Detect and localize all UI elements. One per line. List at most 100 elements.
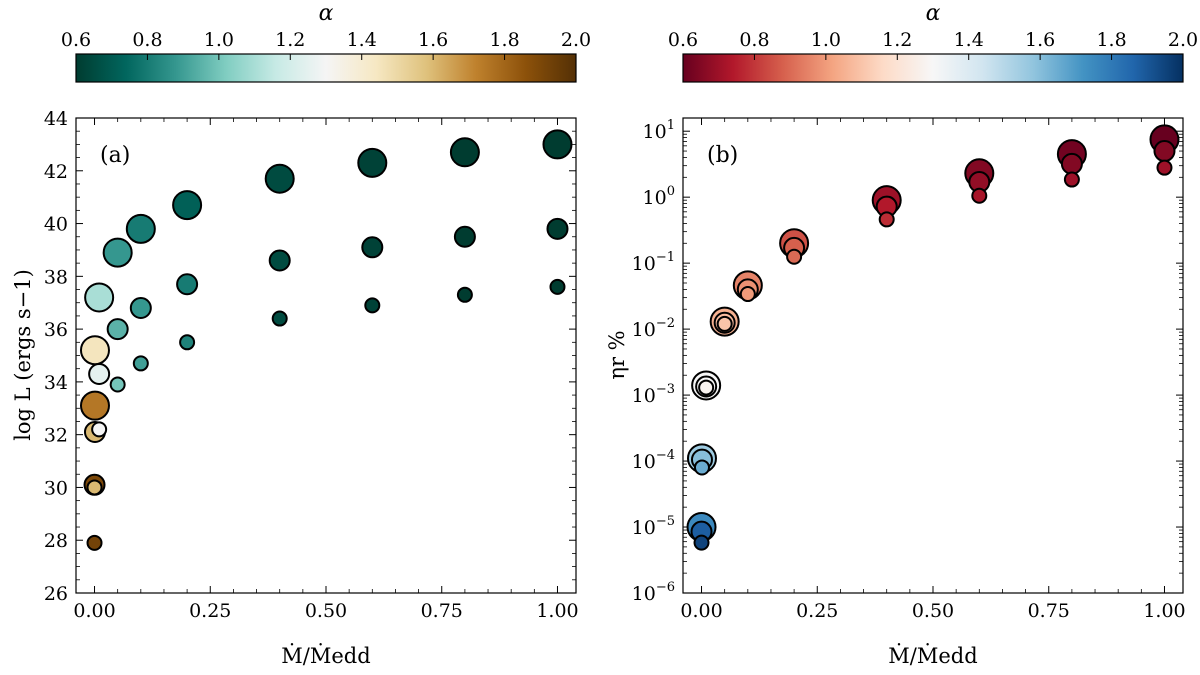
panel-b-y-tick-label: 10−5	[632, 514, 675, 539]
panel-a-x-tick-label: 1.00	[536, 600, 578, 622]
panel-b-points	[686, 124, 1180, 551]
colorbar-b-tick-label: 0.8	[739, 29, 769, 51]
panel-b-x-tick-label: 0.25	[796, 600, 838, 622]
panel-b-data-point	[739, 286, 756, 303]
panel-a-data-point	[109, 376, 126, 393]
panel-a-data-point	[549, 278, 566, 295]
panel-a-data-point	[546, 217, 569, 240]
panel-b-y-tick-label: 10−6	[632, 580, 675, 605]
panel-a-data-point	[453, 225, 476, 248]
panel-b-x-tick-label: 1.00	[1143, 600, 1185, 622]
panel-a-data-point	[542, 129, 573, 160]
panel-a-y-tick-label: 26	[44, 583, 68, 605]
colorbar-a: α 0.6 0.8 1.0 1.2 1.4 1.6 1.8 2.0	[61, 1, 591, 83]
panel-a-y-tick-label: 40	[44, 214, 68, 236]
panel-b-label: (b)	[707, 143, 738, 168]
panel-a-label: (a)	[100, 143, 130, 168]
panel-a-data-point	[172, 190, 203, 221]
panel-a-data-point	[129, 297, 152, 319]
panel-b-data-point	[1156, 159, 1173, 176]
colorbar-b-ticks: 0.6 0.8 1.0 1.2 1.4 1.6 1.8 2.0	[668, 29, 1198, 60]
panel-b-x-tick-label: 0.75	[1028, 600, 1070, 622]
panel-a-y-tick-label: 42	[44, 161, 68, 183]
panel-a-data-point	[86, 534, 103, 551]
colorbar-b-tick-label: 1.4	[954, 29, 984, 51]
colorbar-b-tick-label: 1.2	[882, 29, 912, 51]
panel-b-x-ticks: 0.00 0.25 0.50 0.75 1.00	[680, 118, 1186, 622]
colorbar-b-tick-label: 2.0	[1168, 29, 1198, 51]
colorbar-a-title: α	[319, 1, 334, 26]
panel-b-data-point	[1153, 140, 1176, 163]
panel-b-data-point	[693, 534, 710, 551]
panel-b-data-point	[693, 459, 710, 476]
panel-a-y-tick-label: 32	[44, 425, 68, 447]
panel-a-y-tick-label: 34	[44, 372, 68, 394]
panel-a-x-tick-label: 0.00	[73, 600, 115, 622]
panel-a-data-point	[84, 282, 115, 313]
colorbar-b-tick-label: 1.6	[1025, 29, 1055, 51]
colorbar-b-tick-label: 0.6	[668, 29, 698, 51]
panel-b-y-tick-label: 10−3	[632, 382, 675, 407]
panel-a-y-tick-label: 44	[44, 108, 68, 130]
panel-b-data-point	[698, 379, 715, 396]
panel-a-data-point	[179, 334, 196, 351]
colorbar-a-tick-label: 2.0	[561, 29, 591, 51]
panel-b-y-tick-label: 10−4	[632, 448, 675, 473]
panel-a-data-point	[91, 421, 108, 438]
panel-a-data-point	[271, 310, 288, 327]
panel-a-points	[79, 129, 573, 551]
panel-b-data-point	[1060, 152, 1083, 175]
panel-a-x-tick-label: 0.25	[189, 600, 231, 622]
panel-b-x-tick-label: 0.00	[680, 600, 722, 622]
panel-a-y-ticks: 26 28 30 32 34 36 38 40 42 44	[44, 108, 576, 605]
panel-a-data-point	[456, 286, 473, 303]
panel-a-x-ticks: 0.00 0.25 0.50 0.75 1.00	[73, 118, 579, 622]
panel-a-y-axis-label: log L (ergs s−1)	[11, 269, 35, 441]
colorbar-b-bar	[682, 53, 1184, 83]
panel-a-data-point	[86, 479, 103, 496]
panel-a-data-point	[79, 390, 110, 421]
panel-a-data-point	[176, 273, 199, 296]
panel-b-frame	[682, 117, 1184, 594]
colorbar-a-ticks: 0.6 0.8 1.0 1.2 1.4 1.6 1.8 2.0	[61, 29, 591, 60]
colorbar-a-tick-label: 1.0	[204, 29, 234, 51]
panel-b-x-axis-label: Ṁ/Ṁedd	[888, 644, 977, 668]
panel-b-x-tick-label: 0.50	[912, 600, 954, 622]
panel-a-y-tick-label: 36	[44, 319, 68, 341]
panel-b: (b) 0.00 0.25 0.50 0.75 1.00 10−6 10−5 10−4 10−…	[605, 117, 1186, 668]
panel-b-data-point	[971, 187, 988, 204]
panel-b-y-tick-label: 100	[643, 184, 675, 209]
colorbar-a-tick-label: 0.8	[132, 29, 162, 51]
panel-a-data-point	[88, 362, 111, 385]
panel-b-data-point	[1063, 171, 1080, 188]
panel-b-data-point	[878, 211, 895, 228]
panel-a: (a) 0.00 0.25 0.50 0.75 1.00 26 28 30 32 34 36 38 4…	[11, 108, 579, 668]
panel-a-data-point	[449, 137, 480, 168]
panel-a-data-point	[361, 236, 384, 259]
panel-b-y-tick-label: 10−1	[632, 250, 675, 275]
panel-b-y-ticks: 10−6 10−5 10−4 10−3 10−2 10−1 100 101	[632, 118, 1183, 605]
colorbar-a-tick-label: 1.8	[489, 29, 519, 51]
colorbar-b-title: α	[926, 1, 941, 26]
panel-b-y-tick-label: 10−2	[632, 316, 675, 341]
colorbar-a-tick-label: 1.6	[418, 29, 448, 51]
panel-a-data-point	[102, 237, 133, 268]
panel-a-data-point	[364, 297, 381, 314]
panel-a-data-point	[132, 355, 149, 372]
colorbar-a-tick-label: 1.4	[347, 29, 377, 51]
panel-b-data-point	[786, 248, 803, 265]
panel-a-frame	[75, 117, 577, 594]
colorbar-a-tick-label: 0.6	[61, 29, 91, 51]
colorbar-b-tick-label: 1.0	[811, 29, 841, 51]
panel-a-y-tick-label: 30	[44, 477, 68, 499]
colorbar-a-bar	[75, 53, 577, 83]
panel-a-x-axis-label: Ṁ/Ṁedd	[281, 644, 370, 668]
panel-a-data-point	[79, 335, 110, 366]
panel-a-y-tick-label: 38	[44, 266, 68, 288]
panel-b-y-axis-label: ηr %	[605, 330, 629, 379]
colorbar-a-tick-label: 1.2	[275, 29, 305, 51]
panel-a-x-tick-label: 0.50	[305, 600, 347, 622]
panel-a-data-point	[264, 163, 295, 194]
panel-a-data-point	[357, 147, 388, 178]
